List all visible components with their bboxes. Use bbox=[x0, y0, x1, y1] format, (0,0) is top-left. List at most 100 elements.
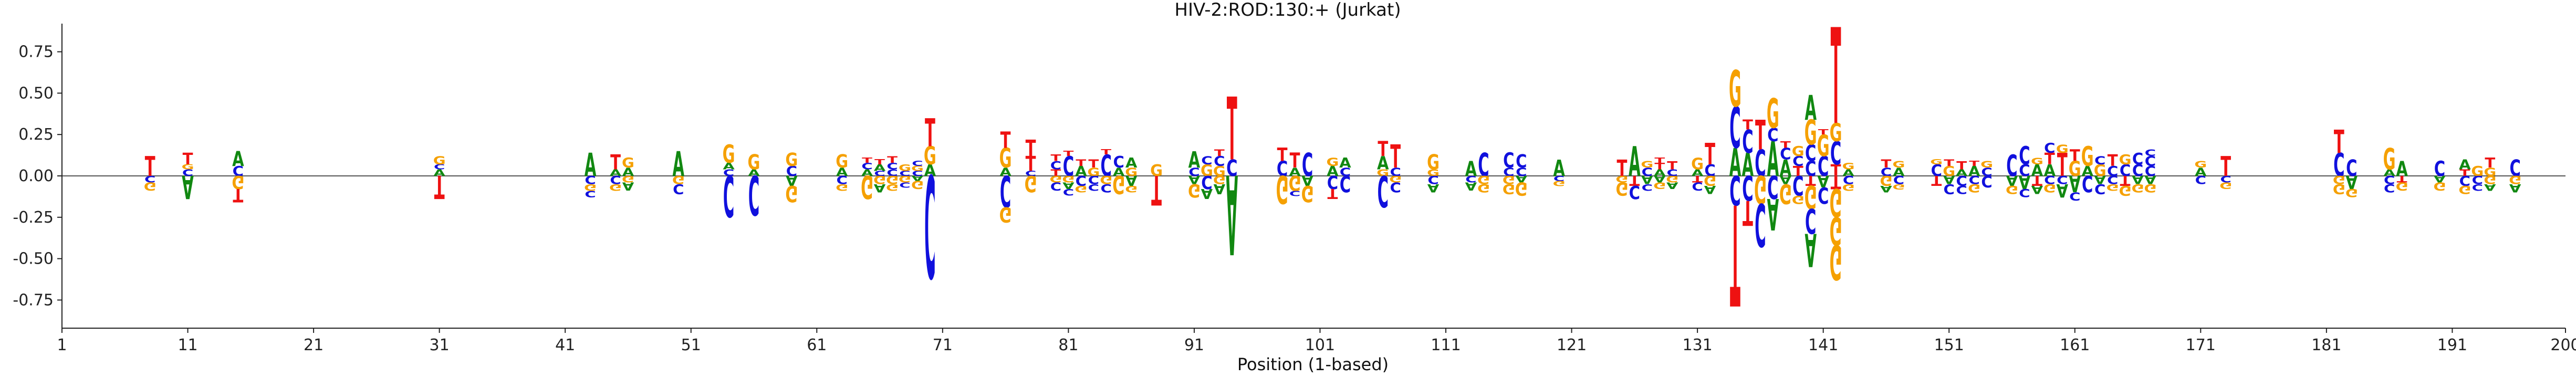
logo-letter-T: T bbox=[1831, 161, 1842, 180]
logo-letter-G: G bbox=[861, 168, 873, 205]
svg-text:A: A bbox=[1188, 146, 1201, 173]
svg-text:A: A bbox=[924, 161, 936, 180]
logo-letter-T: T bbox=[610, 151, 621, 174]
logo-letter-T: T bbox=[2108, 151, 2119, 170]
logo-letter-C: C bbox=[1063, 151, 1074, 182]
svg-text:G: G bbox=[1025, 170, 1037, 196]
logo-letter-C: C bbox=[899, 170, 910, 178]
logo-letter-C: C bbox=[1465, 174, 1476, 184]
svg-text:C: C bbox=[1516, 151, 1527, 172]
svg-text:A: A bbox=[1062, 180, 1075, 191]
logo-letter-C: C bbox=[2082, 170, 2093, 196]
logo-letter-C: C bbox=[1742, 124, 1753, 161]
svg-text:C: C bbox=[2220, 174, 2231, 184]
svg-text:G: G bbox=[1389, 174, 1402, 184]
svg-text:C: C bbox=[2120, 161, 2131, 180]
svg-text:G: G bbox=[1289, 171, 1301, 194]
logo-letter-G: G bbox=[2043, 181, 2056, 194]
logo-letter-G: G bbox=[1326, 156, 1339, 169]
logo-letter-G: G bbox=[1779, 177, 1792, 209]
svg-text:G: G bbox=[873, 173, 886, 186]
svg-text:G: G bbox=[1830, 207, 1842, 252]
logo-letter-C: C bbox=[233, 164, 244, 180]
svg-text:C: C bbox=[1076, 172, 1087, 188]
logo-letter-A: A bbox=[1226, 150, 1238, 277]
logo-letter-C: C bbox=[1818, 151, 1829, 182]
y-tick-label: -0.25 bbox=[13, 208, 54, 227]
svg-text:C: C bbox=[1729, 96, 1740, 162]
svg-text:A: A bbox=[1553, 155, 1565, 181]
svg-text:A: A bbox=[2019, 171, 2031, 193]
logo-letter-G: G bbox=[999, 202, 1012, 226]
svg-text:G: G bbox=[1805, 112, 1817, 152]
logo-letter-A: A bbox=[1742, 147, 1754, 184]
logo-letter-G: G bbox=[2396, 180, 2408, 193]
svg-text:G: G bbox=[1615, 178, 1628, 200]
logo-letter-G: G bbox=[2484, 166, 2496, 179]
logo-letter-G: G bbox=[2484, 173, 2496, 186]
logo-letter-T: T bbox=[233, 185, 243, 206]
logo-letter-C: C bbox=[2107, 173, 2118, 186]
logo-letter-C: C bbox=[1642, 182, 1653, 192]
logo-letter-A: A bbox=[912, 174, 924, 182]
x-tick-label: 11 bbox=[178, 336, 197, 354]
logo-letter-A: A bbox=[1943, 173, 1955, 186]
svg-text:A: A bbox=[1880, 184, 1892, 194]
svg-text:C: C bbox=[1981, 166, 1992, 179]
svg-text:A: A bbox=[2195, 166, 2207, 179]
svg-text:G: G bbox=[723, 140, 735, 169]
logo-letter-G: G bbox=[2006, 183, 2018, 196]
svg-text:G: G bbox=[1968, 181, 1980, 194]
logo-letter-C: C bbox=[1818, 182, 1829, 208]
logo-letter-T: T bbox=[1076, 158, 1087, 168]
svg-text:C: C bbox=[899, 170, 910, 178]
svg-text:C: C bbox=[1968, 173, 1979, 186]
svg-text:G: G bbox=[1817, 128, 1830, 163]
logo-letter-G: G bbox=[1301, 180, 1314, 206]
svg-text:G: G bbox=[1805, 178, 1817, 215]
svg-text:T: T bbox=[2334, 124, 2344, 161]
svg-text:C: C bbox=[1327, 171, 1338, 193]
x-tick-label: 21 bbox=[304, 336, 324, 354]
logo-letter-A: A bbox=[924, 161, 936, 180]
svg-text:T: T bbox=[1793, 164, 1803, 180]
logo-letter-G: G bbox=[1100, 173, 1112, 186]
svg-text:C: C bbox=[2333, 147, 2344, 184]
svg-text:G: G bbox=[2119, 152, 2132, 167]
logo-letter-A: A bbox=[1893, 166, 1905, 179]
logo-letter-C: C bbox=[1792, 154, 1803, 170]
logo-letter-G: G bbox=[622, 174, 634, 184]
svg-text:C: C bbox=[837, 173, 848, 186]
logo-letter-C: C bbox=[1944, 181, 1955, 196]
logo-letter-C: C bbox=[1340, 166, 1351, 179]
svg-text:A: A bbox=[2031, 161, 2043, 180]
logo-letter-T: T bbox=[1931, 172, 1942, 188]
svg-text:C: C bbox=[1478, 147, 1489, 184]
svg-text:C: C bbox=[2145, 164, 2156, 180]
svg-text:A: A bbox=[622, 166, 634, 179]
svg-text:A: A bbox=[1692, 167, 1704, 178]
svg-text:C: C bbox=[1390, 166, 1401, 179]
svg-text:C: C bbox=[874, 170, 885, 178]
logo-letter-T: T bbox=[874, 158, 885, 166]
svg-text:A: A bbox=[786, 172, 798, 188]
logo-letter-C: C bbox=[2384, 181, 2395, 194]
svg-text:C: C bbox=[233, 164, 244, 180]
logo-letter-G: G bbox=[2471, 164, 2484, 180]
svg-text:C: C bbox=[1201, 171, 1212, 193]
logo-letter-G: G bbox=[1213, 164, 1226, 180]
logo-letter-C: C bbox=[861, 161, 872, 172]
logo-letter-A: A bbox=[1968, 164, 1980, 180]
svg-text:G: G bbox=[1427, 167, 1440, 178]
svg-text:G: G bbox=[2069, 158, 2081, 181]
logo-letter-G: G bbox=[1930, 158, 1943, 166]
svg-text:G: G bbox=[1943, 164, 1955, 180]
svg-text:T: T bbox=[1730, 172, 1740, 333]
svg-text:C: C bbox=[1818, 182, 1829, 208]
logo-letter-A: A bbox=[1427, 181, 1440, 194]
svg-text:G: G bbox=[622, 155, 634, 171]
svg-text:G: G bbox=[1691, 154, 1704, 173]
logo-letter-G: G bbox=[723, 140, 735, 169]
logo-letter-A: A bbox=[1515, 174, 1527, 184]
